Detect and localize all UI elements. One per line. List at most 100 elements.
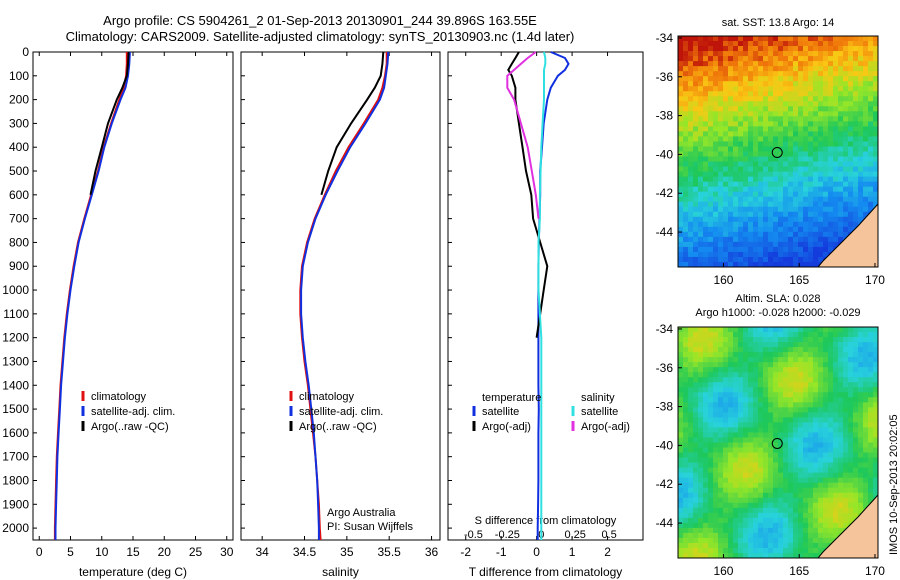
y-tick-label: 300 (9, 116, 29, 130)
argo-position-marker (771, 146, 783, 158)
legend-entry: satellite-adj. clim. (299, 406, 383, 418)
lat-tick-label: -34 (656, 322, 674, 336)
x-tick-label: 0 (533, 545, 540, 559)
timestamp-stamp: IMOS 10-Sep-2013 20:02:05 (888, 414, 900, 555)
y-tick-label: 1400 (2, 378, 29, 392)
lat-tick-label: -40 (656, 147, 674, 161)
lon-tick-label: 170 (865, 564, 885, 578)
sla-map: -34 -36 -38 -40 -42 -44 160 165 170 Altim. SLA: 0… (656, 293, 886, 578)
y-tick-label: 200 (9, 93, 29, 107)
series-line-argo-raw-qc- (89, 51, 130, 196)
series-line-temperature-argo-adj- (507, 51, 549, 338)
y-tick-label: 700 (9, 212, 29, 226)
s-tick-label: -0.5 (464, 529, 483, 541)
x-tick-label: 36 (425, 545, 439, 559)
map-title: sat. SST: 13.8 Argo: 14 (722, 17, 835, 29)
legend-entry: satellite (482, 406, 519, 418)
x-axis-label: temperature (deg C) (79, 565, 187, 579)
y-tick-label: 2000 (2, 521, 29, 535)
legend-entry: Argo(-adj) (581, 421, 630, 433)
panel-difference: -2 -1 0 1 2 T difference from climatology -0.5… (447, 51, 644, 579)
x-tick-label: 2 (604, 545, 611, 559)
lat-tick-label: -34 (656, 31, 674, 45)
x-tick-label: 25 (189, 545, 203, 559)
lat-tick-label: -38 (656, 400, 674, 414)
legend-entry: Argo(-adj) (482, 421, 531, 433)
series-line-climatology (299, 52, 388, 541)
y-tick-label: 500 (9, 164, 29, 178)
legend-group-title: salinity (581, 392, 615, 404)
y-tick-label: 1800 (2, 473, 29, 487)
legend-entry: Argo(..raw -QC) (299, 421, 377, 433)
x-tick-label: 35 (340, 545, 354, 559)
x-tick-label: 20 (158, 545, 172, 559)
lon-tick-label: 165 (789, 273, 809, 287)
x-tick-label: -1 (496, 545, 507, 559)
x-tick-label: -2 (460, 545, 471, 559)
map-title-line1: Altim. SLA: 0.028 (736, 293, 821, 305)
lon-tick-label: 160 (713, 564, 733, 578)
plot-frame (447, 51, 644, 541)
lon-tick-label: 160 (713, 273, 733, 287)
series-line-argo-raw-qc- (320, 51, 385, 196)
x-tick-label: 5 (67, 545, 74, 559)
x-axis-label: salinity (322, 565, 359, 579)
map-title-line2: Argo h1000: -0.028 h2000: -0.029 (695, 307, 860, 319)
x-tick-label: 34 (255, 545, 269, 559)
y-tick-label: 100 (9, 69, 29, 83)
lon-tick-label: 165 (789, 564, 809, 578)
lat-tick-label: -42 (656, 186, 674, 200)
lat-tick-label: -36 (656, 70, 674, 84)
s-tick-label: 0.5 (601, 529, 616, 541)
lat-tick-label: -36 (656, 361, 674, 375)
panel-temperature: 0 5 10 15 20 25 30 temperature (deg C) 0 100 200 30… (2, 45, 233, 579)
x-axis-label: T difference from climatology (469, 565, 623, 579)
y-tick-label: 800 (9, 235, 29, 249)
y-tick-label: 1000 (2, 283, 29, 297)
panel-salinity: 34 34.5 35 35.5 36 salinity climatology satelli… (240, 51, 441, 579)
chart-title-line2: Climatology: CARS2009. Satellite-adjuste… (65, 29, 575, 44)
y-tick-label: 0 (22, 45, 29, 59)
legend-entry: Argo(..raw -QC) (91, 421, 169, 433)
series-line-salinity-argo-adj- (506, 51, 540, 219)
annotation-text: PI: Susan Wijffels (327, 521, 413, 533)
x-tick-label: 35.5 (378, 545, 402, 559)
y-tick-label: 400 (9, 140, 29, 154)
s-axis-label: S difference from climatology (475, 515, 617, 527)
map-frame (677, 326, 879, 559)
x-tick-label: 30 (220, 545, 234, 559)
y-tick-label: 1700 (2, 450, 29, 464)
lat-tick-label: -40 (656, 438, 674, 452)
s-tick-label: 0.25 (564, 529, 585, 541)
lat-tick-label: -44 (656, 516, 674, 530)
series-line-satellite-adj-clim- (54, 51, 131, 540)
annotation-text: Argo Australia (327, 507, 396, 519)
y-tick-label: 1500 (2, 402, 29, 416)
argo-position-marker (771, 437, 783, 449)
chart-title-line1: Argo profile: CS 5904261_2 01-Sep-2013 2… (103, 13, 537, 28)
lat-tick-label: -44 (656, 225, 674, 239)
legend-entry: satellite (581, 406, 618, 418)
legend-entry: satellite-adj. clim. (91, 406, 175, 418)
lon-tick-label: 170 (865, 273, 885, 287)
series-line-salinity-satellite (537, 51, 547, 540)
series-line-satellite-adj-clim- (300, 51, 390, 540)
plot-frame (32, 51, 234, 541)
plot-frame (240, 51, 441, 541)
x-tick-label: 0 (36, 545, 43, 559)
series-line-climatology (53, 52, 128, 540)
s-tick-label: -0.25 (495, 529, 520, 541)
lat-tick-label: -38 (656, 109, 674, 123)
y-tick-label: 1600 (2, 426, 29, 440)
y-tick-label: 900 (9, 259, 29, 273)
sst-map: -34 -36 -38 -40 -42 -44 160 165 170 sat. SST: 13.… (656, 17, 886, 287)
y-tick-label: 1100 (3, 307, 29, 321)
lat-tick-label: -42 (656, 477, 674, 491)
y-tick-label: 1300 (2, 354, 29, 368)
legend-group-title: temperature (482, 392, 541, 404)
legend-entry: climatology (91, 391, 147, 403)
legend-entry: climatology (299, 391, 355, 403)
y-tick-label: 1900 (2, 497, 29, 511)
map-frame (677, 35, 879, 268)
